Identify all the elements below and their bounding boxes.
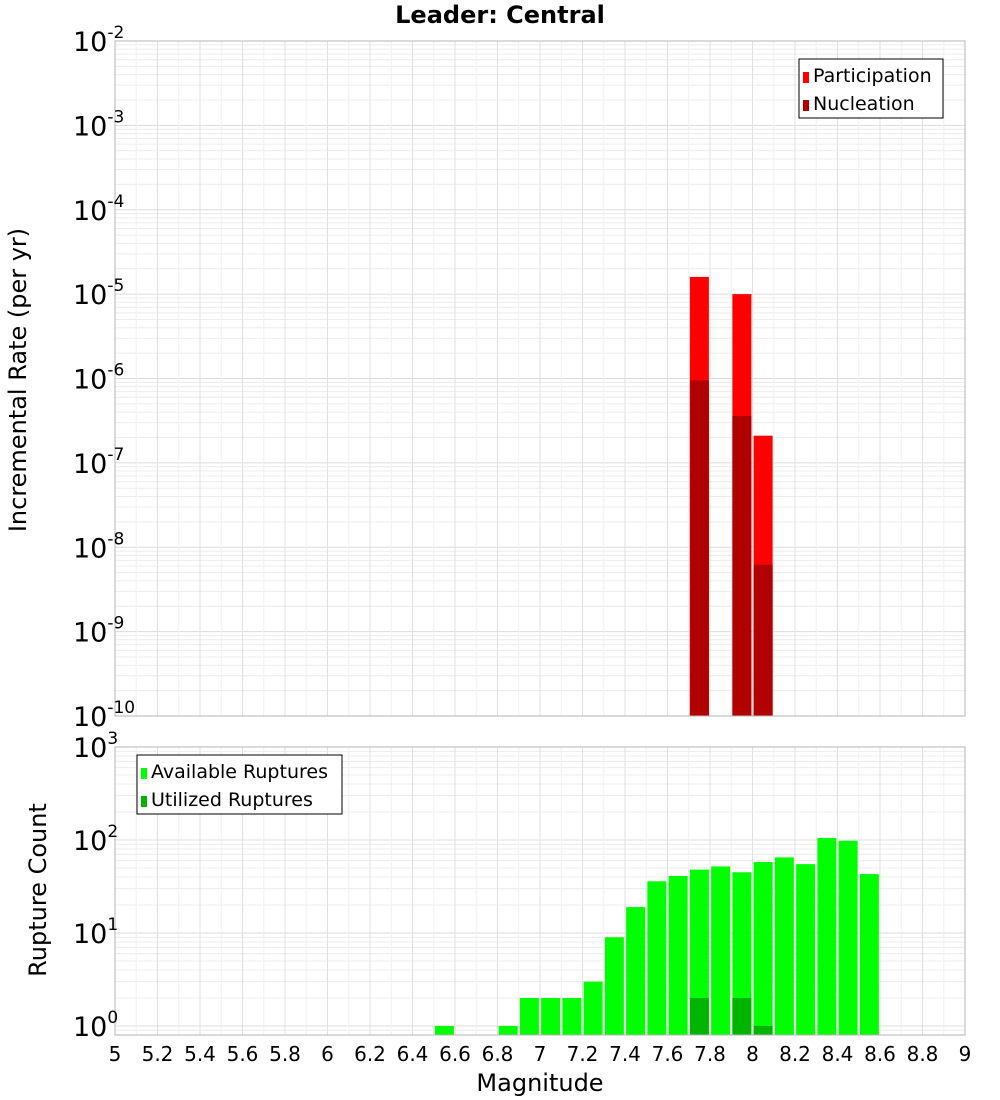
x-axis-label: Magnitude: [476, 1069, 603, 1097]
bar: [583, 981, 603, 1035]
bar: [689, 869, 709, 1035]
legend-label: Nucleation: [813, 93, 915, 115]
bar: [541, 997, 561, 1035]
legend-label: Available Ruptures: [151, 761, 328, 783]
bar: [732, 997, 752, 1035]
chart-title: Leader: Central: [395, 1, 605, 29]
x-tick-label: 7.8: [694, 1042, 726, 1066]
x-tick-label: 8.6: [864, 1042, 896, 1066]
bar: [817, 838, 837, 1035]
x-tick-label: 9: [959, 1042, 972, 1066]
bar: [711, 866, 731, 1035]
y-tick-label: 103: [73, 729, 118, 764]
y-tick-label: 10-9: [73, 614, 124, 649]
bar: [498, 1025, 518, 1035]
bar: [434, 1025, 454, 1035]
bar: [689, 380, 709, 716]
y-tick-label: 101: [73, 915, 118, 950]
gridlines: [114, 40, 966, 717]
x-tick-label: 6.2: [354, 1042, 386, 1066]
legend-label: Utilized Ruptures: [151, 789, 313, 811]
top-y-axis-label: Incremental Rate (per yr): [4, 228, 32, 532]
series-utilized-ruptures: [689, 997, 773, 1035]
bar: [838, 840, 858, 1035]
bar: [796, 864, 816, 1035]
x-tick-label: 7.6: [652, 1042, 684, 1066]
x-tick-label: 7: [534, 1042, 547, 1066]
y-tick-label: 10-4: [73, 192, 124, 227]
x-tick-label: 6.6: [439, 1042, 471, 1066]
y-tick-label: 100: [73, 1008, 118, 1043]
series-nucleation: [689, 380, 773, 716]
legend: Participation Nucleation: [798, 58, 944, 119]
x-tick-label: 8.8: [907, 1042, 939, 1066]
bar: [859, 874, 879, 1035]
bar: [562, 997, 582, 1035]
y-tick-label: 10-8: [73, 529, 124, 564]
y-tick-label: 10-2: [73, 23, 124, 58]
legend-swatch: [803, 100, 809, 111]
x-tick-label: 6: [321, 1042, 334, 1066]
x-tick-label: 6.4: [397, 1042, 429, 1066]
bottom-y-axis-label: Rupture Count: [24, 803, 52, 977]
bar: [626, 907, 646, 1035]
x-tick-label: 5.2: [142, 1042, 174, 1066]
x-tick-label: 7.2: [567, 1042, 599, 1066]
x-tick-label: 8.4: [822, 1042, 854, 1066]
y-tick-label: 102: [73, 822, 118, 857]
bar: [732, 415, 752, 716]
plot-frame: [114, 746, 966, 1036]
y-tick-label: 10-5: [73, 276, 124, 311]
x-tick-label: 5.8: [269, 1042, 301, 1066]
series-available-ruptures: [434, 838, 879, 1035]
legend-swatch: [141, 796, 147, 807]
bar: [647, 881, 667, 1035]
bar: [774, 857, 794, 1035]
x-tick-label: 6.8: [482, 1042, 514, 1066]
legend-swatch: [141, 768, 147, 779]
plot-frame: [114, 40, 966, 717]
legend-box: [136, 754, 343, 815]
legend-swatch: [803, 72, 809, 83]
y-tick-label: 10-6: [73, 361, 124, 396]
bar: [753, 564, 773, 716]
bar: [668, 876, 688, 1035]
x-tick-label: 8.2: [779, 1042, 811, 1066]
bar: [753, 861, 773, 1035]
x-tick-label: 5.4: [184, 1042, 216, 1066]
bar: [732, 872, 752, 1035]
x-tick-label: 5.6: [227, 1042, 259, 1066]
bar: [689, 997, 709, 1035]
bar: [519, 997, 539, 1035]
legend: Available Ruptures Utilized Ruptures: [136, 754, 343, 815]
x-tick-label: 7.4: [609, 1042, 641, 1066]
legend-label: Participation: [813, 65, 932, 87]
x-tick-label: 5: [109, 1042, 122, 1066]
x-tick-label: 8: [746, 1042, 759, 1066]
bar: [753, 1025, 773, 1035]
bar: [604, 937, 624, 1035]
y-tick-label: 10-10: [73, 698, 135, 733]
legend-box: [798, 58, 944, 119]
top-panel: 10-10 10-9 10-8 10-7 10-6 10-5 10-4 10-3 10-2 Par…: [73, 23, 966, 733]
y-tick-label: 10-3: [73, 107, 124, 142]
y-tick-label: 10-7: [73, 445, 124, 480]
